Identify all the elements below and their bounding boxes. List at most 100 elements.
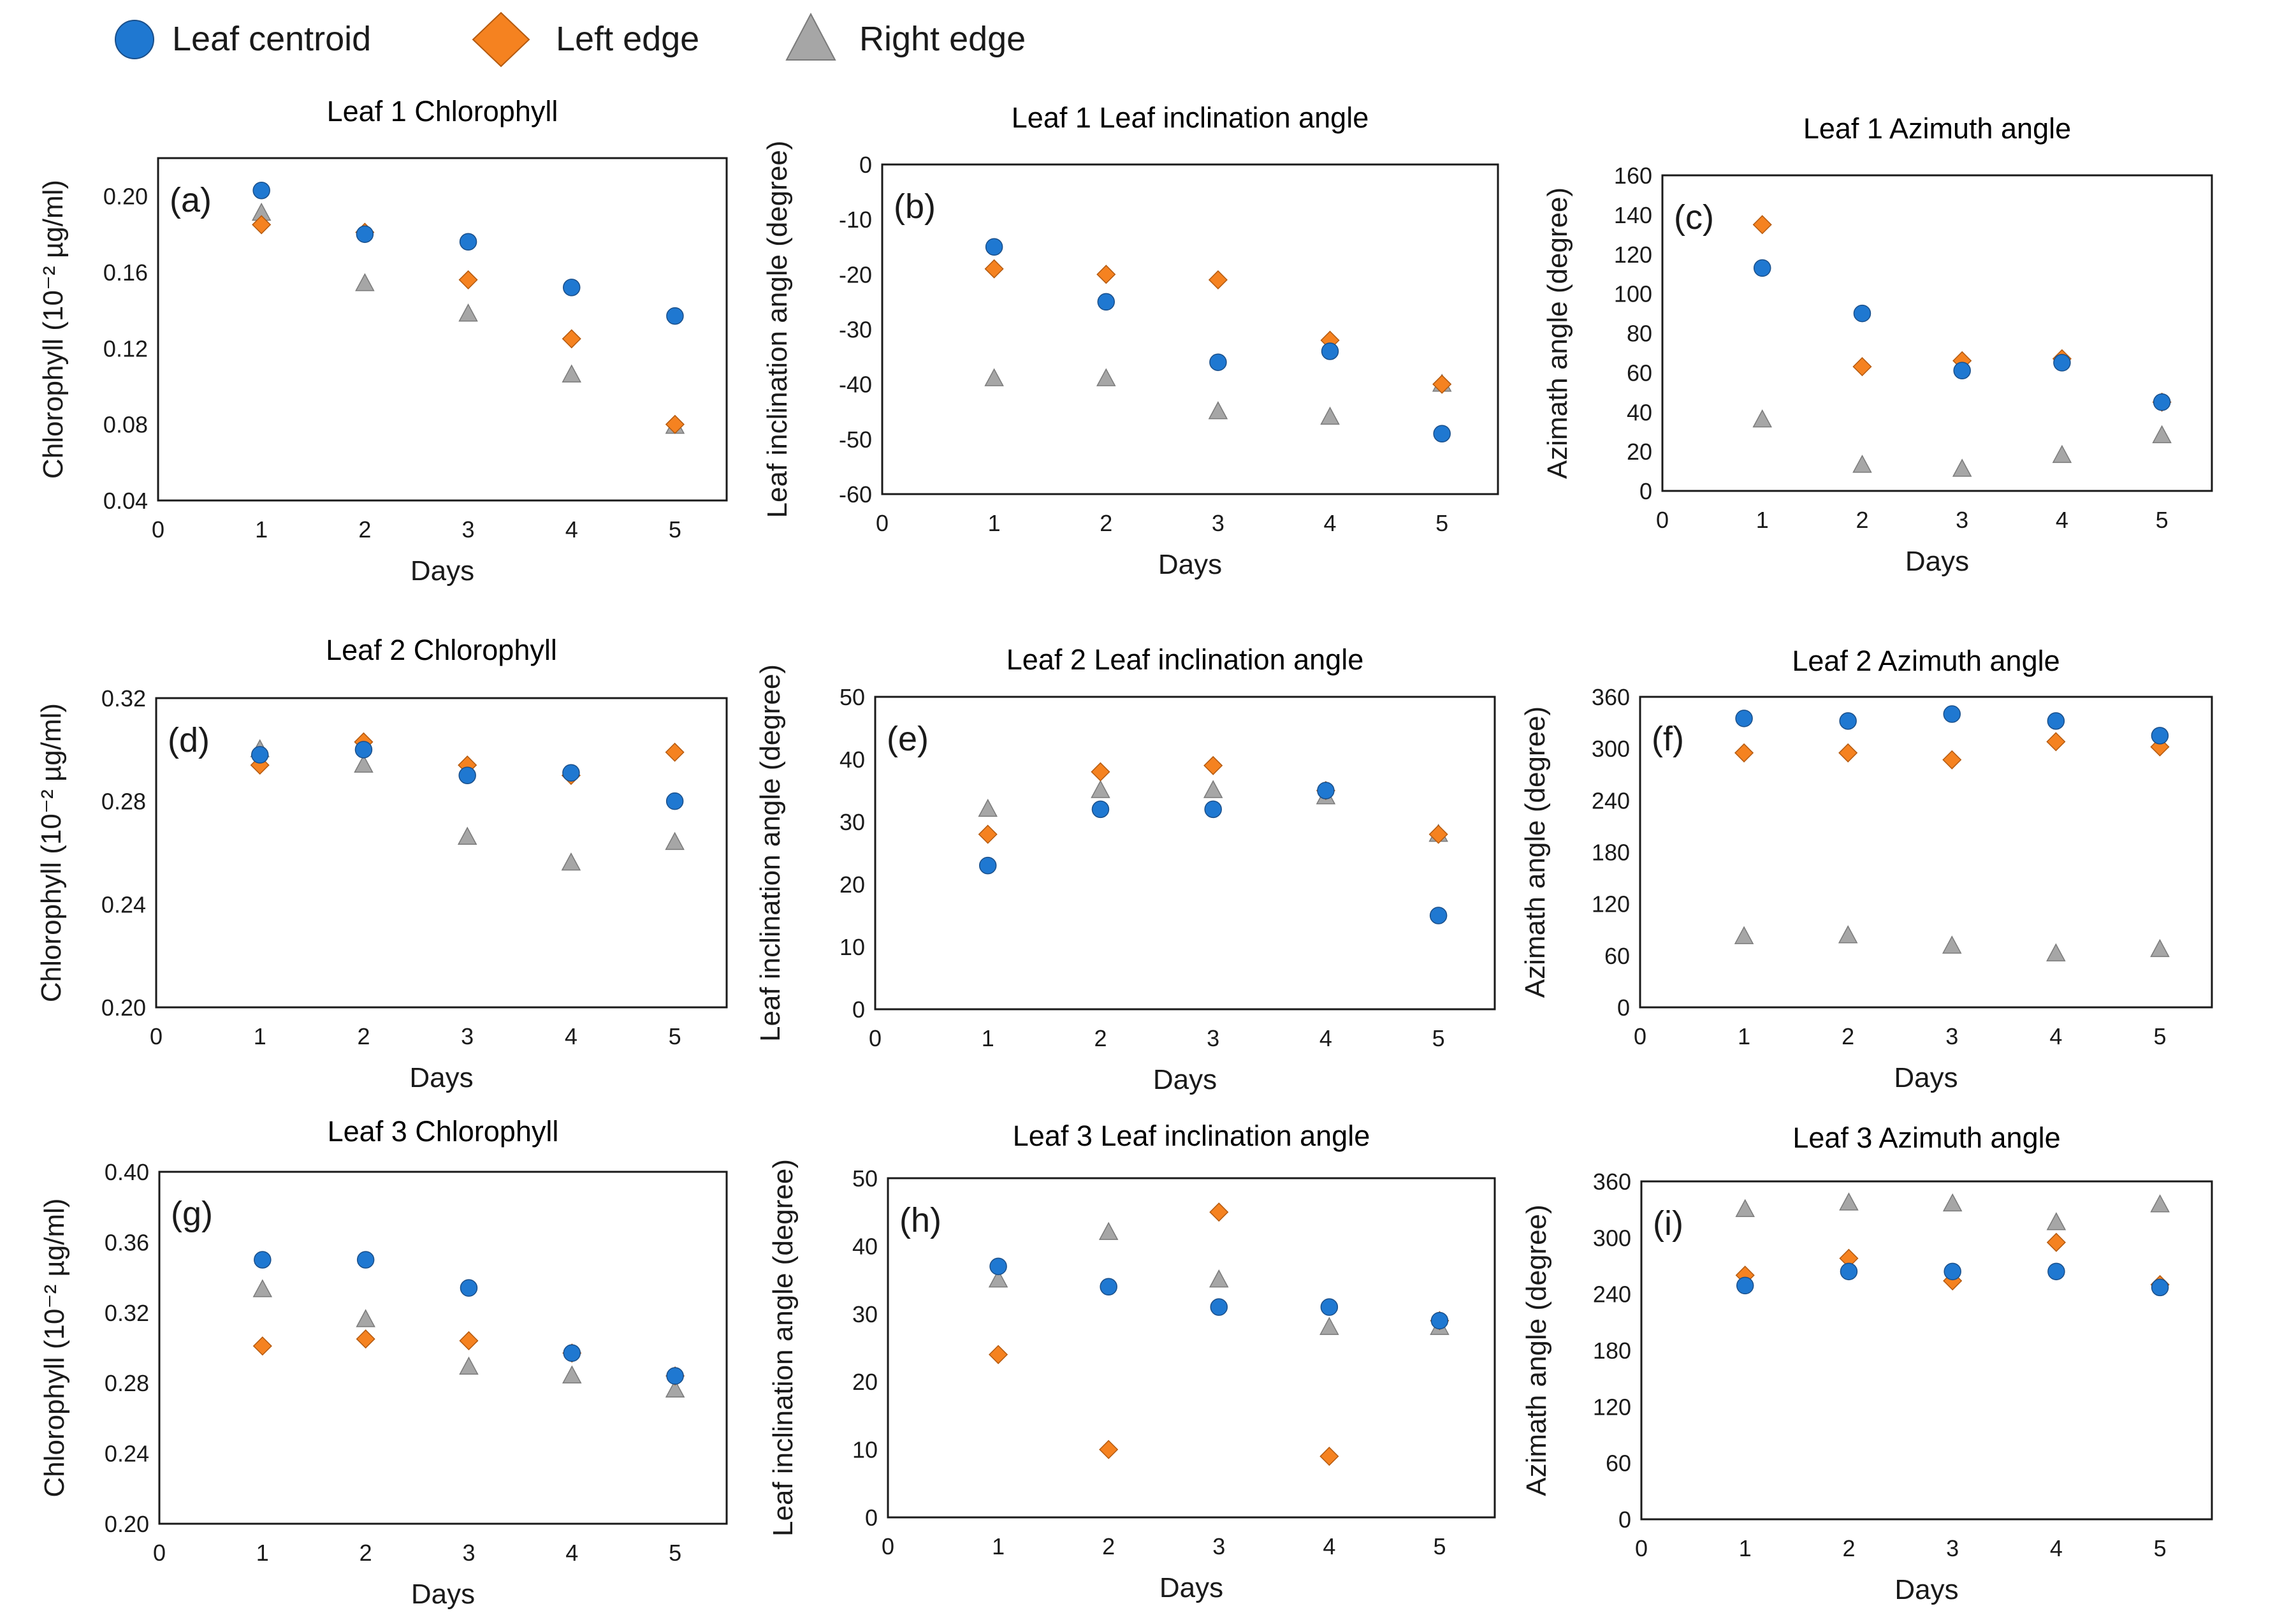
point-right-day-5 [2150,1194,2170,1213]
point-left-day-2 [1099,1440,1119,1459]
x-tick-label: 0 [876,510,889,536]
point-left-day-3 [1942,750,1962,770]
y-tick-label: 10 [852,1437,878,1463]
point-centroid-day-1 [985,238,1003,256]
point-right-day-4 [562,1365,582,1383]
y-tick-label: 10 [839,934,865,960]
x-tick-label: 5 [669,516,681,543]
y-tick-label: 60 [1604,943,1630,969]
point-centroid-day-5 [666,307,684,325]
point-centroid-day-4 [1317,782,1335,799]
point-right-day-3 [458,303,478,322]
y-tick-label: 60 [1627,360,1652,386]
y-tick-label: -50 [839,427,872,453]
point-left-day-5 [1428,824,1448,844]
chart-title: Leaf 1 Leaf inclination angle [1012,101,1369,134]
point-left-day-4 [562,329,581,349]
x-tick-label: 2 [1842,1535,1855,1561]
point-right-day-3 [1942,1193,1963,1212]
point-right-day-1 [984,368,1004,386]
point-right-day-5 [665,1379,685,1398]
y-axis-label: Azimath angle (degree) [1542,187,1573,479]
y-tick-label: -60 [839,481,872,507]
legend: Leaf centroid Left edge Right edge [0,0,1084,77]
y-tick-label: 0.20 [103,184,148,210]
y-tick-label: 0 [1639,478,1652,504]
y-tick-label: 30 [839,809,865,835]
y-tick-label: 20 [839,872,865,898]
x-tick-label: 3 [1946,1535,1959,1561]
y-tick-label: 60 [1606,1450,1631,1477]
point-centroid-day-2 [1840,1262,1858,1281]
y-tick-label: 300 [1593,1225,1631,1251]
plot-frame [1639,696,2213,1009]
point-centroid-day-2 [1091,800,1110,819]
x-tick-label: 4 [565,1540,578,1566]
y-tick-label: 0.08 [103,412,148,438]
y-tick-label: 120 [1592,891,1630,917]
panel-label: (c) [1674,198,1714,237]
y-tick-label: 140 [1614,202,1652,228]
x-axis-label: Days [1158,549,1222,580]
point-centroid-day-5 [2151,727,2169,745]
point-centroid-day-5 [2151,1278,2169,1297]
x-tick-label: 2 [1856,507,1868,533]
x-tick-label: 0 [869,1025,882,1051]
point-left-day-3 [1209,1202,1229,1222]
point-left-day-1 [984,259,1004,279]
y-tick-label: 0 [1618,1507,1631,1533]
y-tick-label: 0.16 [103,259,148,286]
x-tick-label: 3 [1212,1533,1225,1559]
y-tick-label: 0.24 [101,891,146,917]
x-axis-label: Days [411,555,474,587]
y-tick-label: 0.24 [105,1441,149,1467]
diamond-icon [472,11,530,68]
point-left-day-1 [252,215,272,235]
point-centroid-day-3 [458,766,476,784]
point-centroid-day-2 [1100,1278,1117,1296]
point-right-day-4 [1319,1317,1339,1335]
point-centroid-day-2 [356,1251,375,1269]
point-right-day-2 [1096,368,1116,386]
point-left-day-2 [1091,762,1110,782]
point-centroid-day-3 [459,233,477,251]
y-tick-label: 0 [859,152,872,178]
point-centroid-day-1 [251,746,269,764]
point-centroid-day-5 [1433,425,1451,442]
x-tick-label: 5 [669,1540,681,1566]
plot-frame [887,1177,1496,1519]
y-axis-label: Chlorophyll (10⁻² µg/ml) [38,180,69,479]
x-tick-label: 0 [1635,1535,1648,1561]
x-tick-label: 2 [1100,510,1112,536]
plot-frame [158,1171,728,1525]
x-tick-label: 0 [153,1540,166,1566]
y-tick-label: 360 [1592,684,1630,710]
point-centroid-day-1 [252,181,270,200]
x-axis-label: Days [1905,546,1969,577]
x-tick-label: 4 [565,516,578,543]
y-tick-label: 360 [1593,1169,1631,1195]
y-tick-label: 240 [1592,787,1630,814]
x-tick-label: 5 [2156,507,2169,533]
point-right-day-3 [457,826,477,845]
y-tick-label: 0.36 [105,1229,149,1255]
triangle-icon [785,12,836,61]
x-tick-label: 3 [462,1540,475,1566]
legend-label-centroid: Leaf centroid [172,20,372,58]
point-centroid-day-3 [1944,1262,1961,1281]
y-tick-label: 0.12 [103,335,148,361]
point-right-day-4 [1320,406,1340,425]
point-centroid-day-1 [1736,1276,1754,1295]
point-right-day-3 [1942,935,1962,954]
plot-frame [155,697,728,1009]
chart-title: Leaf 3 Chlorophyll [328,1115,559,1148]
point-right-day-2 [1098,1222,1119,1240]
y-tick-label: 0 [852,996,865,1023]
point-centroid-day-1 [1753,259,1771,277]
x-tick-label: 4 [2056,507,2068,533]
